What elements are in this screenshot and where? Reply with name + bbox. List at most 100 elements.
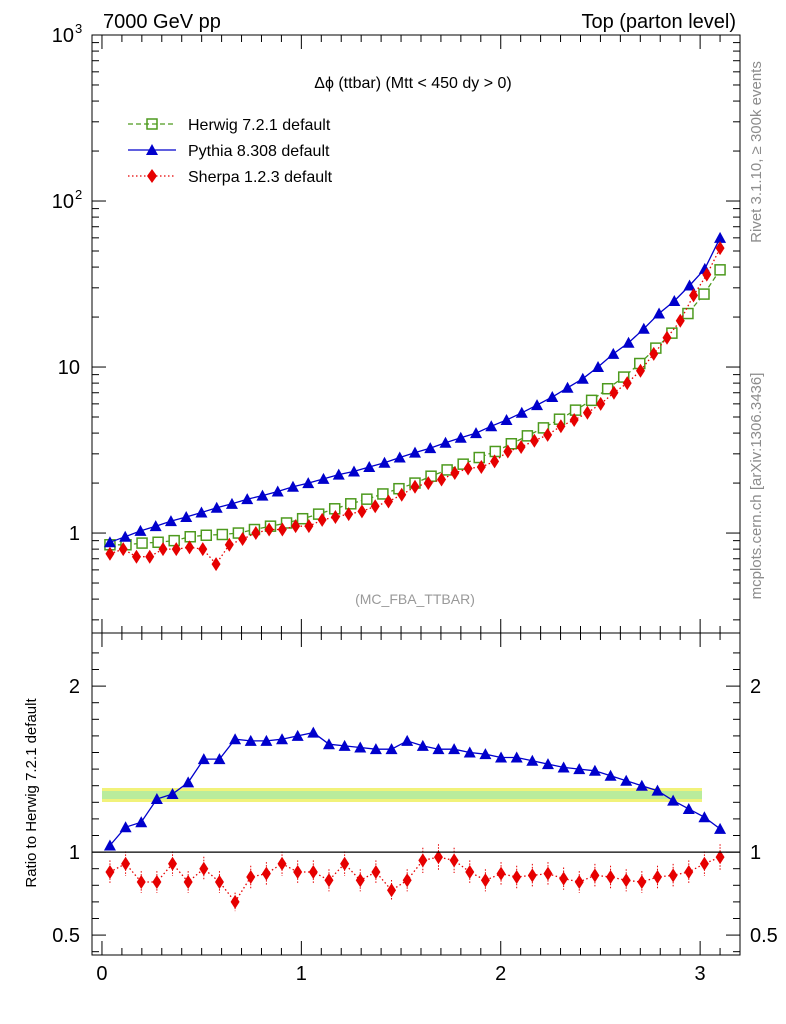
xtick-label-2: 2 [495,963,506,985]
main-point-herwig-37 [698,288,710,300]
ratio-line-sherpa [109,856,721,904]
main-point-pythia-9 [241,493,254,505]
ratio-point-pythia-16 [354,741,367,753]
ratio-point-sherpa-21 [433,850,443,865]
ratio-point-pythia-5 [182,776,195,788]
ratio-point-pythia-12 [291,729,304,741]
ratio-point-sherpa-7 [214,874,224,889]
ratio-point-pythia-20 [416,739,429,751]
main-point-pythia-34 [622,336,635,348]
xtick-label-3: 3 [695,963,706,985]
main-point-sherpa-18 [344,507,354,522]
main-point-pythia-12 [286,480,299,492]
legend-item-herwig: Herwig 7.2.1 default [128,117,331,134]
main-point-pythia-5 [180,510,193,522]
main-point-sherpa-5 [171,542,181,557]
legend-label-pythia: Pythia 8.308 default [188,143,330,160]
main-point-herwig-3 [152,536,164,549]
main-point-sherpa-35 [569,412,579,427]
main-point-pythia-18 [378,456,391,468]
main-point-sherpa-23 [410,479,420,494]
main-point-herwig-7 [216,528,229,541]
ratio-point-sherpa-38 [699,856,709,871]
main-point-herwig-16 [361,493,373,505]
main-point-sherpa-37 [596,396,606,411]
main-point-pythia-40 [714,231,727,243]
ratio-point-sherpa-31 [590,868,600,883]
ratio-point-sherpa-19 [402,873,412,888]
ratio-point-sherpa-39 [715,850,725,865]
main-point-herwig-27 [537,422,550,434]
main-point-sherpa-29 [490,454,500,469]
main-point-pythia-30 [561,381,574,393]
ratio-point-sherpa-17 [371,865,381,880]
ratio-point-pythia-11 [276,733,289,745]
main-point-pythia-21 [424,442,437,454]
ratio-point-sherpa-1 [121,856,131,871]
ratio-point-sherpa-16 [355,873,365,888]
ratio-point-pythia-3 [150,792,163,804]
ratio-point-pythia-22 [448,743,461,755]
main-point-sherpa-25 [437,472,447,487]
rivet-label: Rivet 3.1.10, ≥ 300k events [748,61,765,243]
main-point-sherpa-43 [675,313,685,328]
main-point-sherpa-19 [357,504,367,519]
ratio-point-sherpa-3 [152,874,162,889]
ratio-point-pythia-27 [526,754,539,766]
ratio-point-sherpa-0 [105,865,115,880]
main-point-sherpa-22 [397,487,407,502]
ratio-point-pythia-29 [557,761,570,773]
main-point-sherpa-42 [662,330,672,345]
main-point-sherpa-44 [689,288,699,303]
main-point-herwig-5 [184,530,196,543]
main-ytick-label-3: 10 [52,25,74,47]
main-point-pythia-19 [393,451,406,463]
ratio-point-sherpa-2 [136,874,146,889]
ratio-point-sherpa-4 [168,856,178,871]
ratio-point-sherpa-12 [293,865,303,880]
main-point-sherpa-46 [715,241,725,256]
ratio-point-sherpa-23 [465,865,475,880]
main-point-sherpa-26 [450,465,460,480]
main-point-sherpa-27 [463,461,473,476]
ratio-point-pythia-35 [651,784,664,796]
xtick-label-1: 1 [296,963,307,985]
ratio-point-pythia-38 [698,811,711,823]
main-point-pythia-35 [637,322,650,334]
legend-item-sherpa: Sherpa 1.2.3 default [128,169,333,186]
ratio-point-pythia-25 [495,751,508,763]
ratio-point-sherpa-8 [230,894,240,909]
main-point-herwig-12 [296,512,309,525]
legend-item-pythia: Pythia 8.308 default [128,143,330,160]
main-point-herwig-30 [585,394,598,407]
main-point-pythia-31 [576,372,589,384]
main-point-sherpa-1 [118,542,128,557]
main-point-herwig-8 [232,527,245,539]
main-point-sherpa-8 [211,557,221,572]
ratio-point-sherpa-32 [606,869,616,884]
ratio-point-sherpa-11 [277,856,287,871]
ratio-point-sherpa-24 [480,873,490,888]
main-point-pythia-8 [225,497,238,509]
ratio-point-sherpa-36 [668,868,678,883]
ratio-point-pythia-4 [166,788,179,799]
main-point-pythia-11 [271,485,284,497]
main-line-pythia [109,237,721,543]
main-ytick-label-2: 10 [52,191,74,213]
main-point-sherpa-7 [198,542,208,557]
plot-title: Δϕ (ttbar) (Mtt < 450 dy > 0) [314,75,512,92]
main-point-sherpa-13 [277,522,287,537]
ratio-point-pythia-9 [244,734,257,746]
ratio-ytick-label-right-1: 1 [750,842,761,864]
ratio-point-sherpa-34 [637,874,647,889]
ratio-point-pythia-0 [103,839,116,851]
ratio-point-pythia-14 [322,738,335,750]
main-point-sherpa-0 [105,546,115,561]
ratio-point-pythia-36 [667,794,680,806]
main-point-sherpa-31 [516,439,526,454]
ratio-point-sherpa-25 [496,866,506,881]
ratio-plot-frame [91,632,741,956]
main-point-sherpa-17 [330,509,340,524]
main-point-sherpa-41 [649,346,659,361]
